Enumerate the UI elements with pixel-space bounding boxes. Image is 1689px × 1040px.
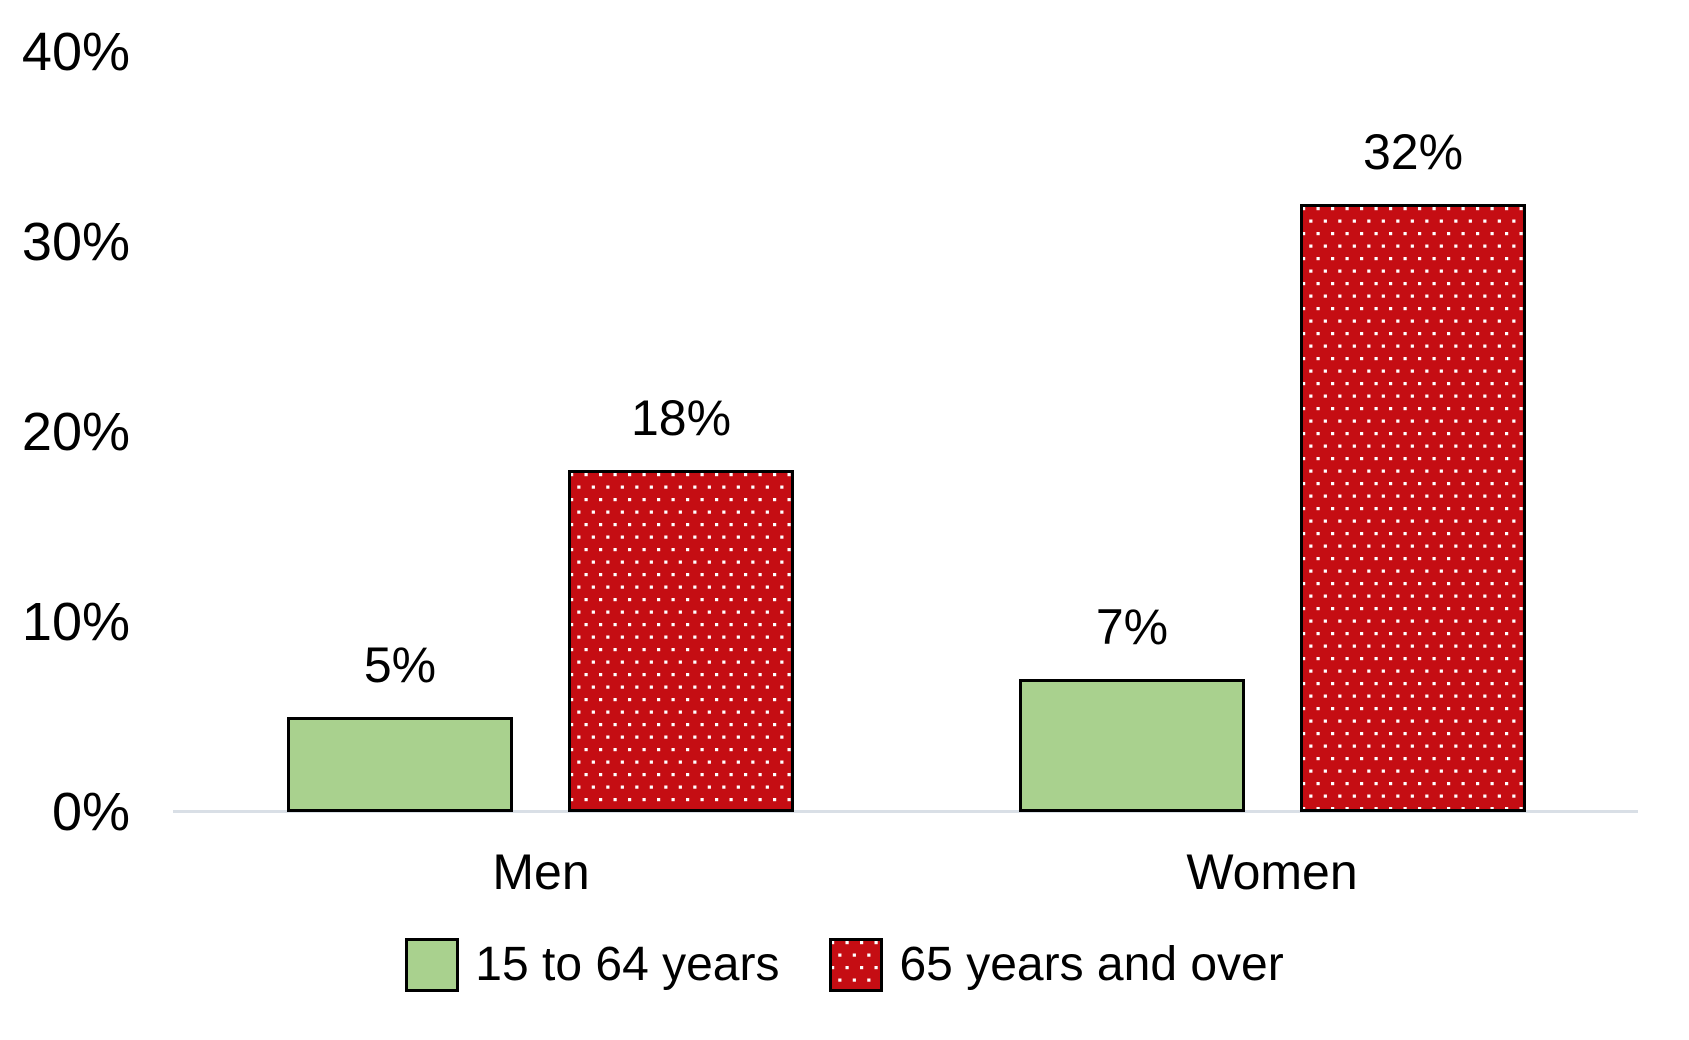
bar-men-older: [568, 470, 794, 812]
y-tick-label: 40%: [21, 22, 130, 82]
bar-value-label: 18%: [630, 390, 732, 446]
bar-women-younger: [1019, 679, 1245, 812]
legend-swatch-dotted: [829, 938, 884, 992]
category-label-women: Women: [1186, 844, 1358, 900]
legend-label: 15 to 64 years: [475, 938, 780, 991]
y-tick-label: 30%: [21, 212, 130, 272]
bar-value-label: 32%: [1362, 124, 1464, 180]
legend: 15 to 64 years 65 years and over: [0, 938, 1689, 992]
bar-men-younger: [287, 717, 513, 812]
bar-value-label: 7%: [1095, 599, 1169, 655]
y-tick-label: 0%: [51, 782, 130, 842]
y-tick-label: 10%: [21, 592, 130, 652]
legend-item: 15 to 64 years: [405, 938, 779, 992]
legend-label: 65 years and over: [899, 938, 1284, 991]
legend-item: 65 years and over: [829, 938, 1284, 992]
bar-women-older: [1300, 204, 1526, 812]
x-axis-line: [173, 810, 1638, 813]
bar-value-label: 5%: [363, 637, 437, 693]
category-label-men: Men: [492, 844, 590, 900]
y-tick-label: 20%: [21, 402, 130, 462]
legend-swatch-solid: [405, 938, 460, 992]
